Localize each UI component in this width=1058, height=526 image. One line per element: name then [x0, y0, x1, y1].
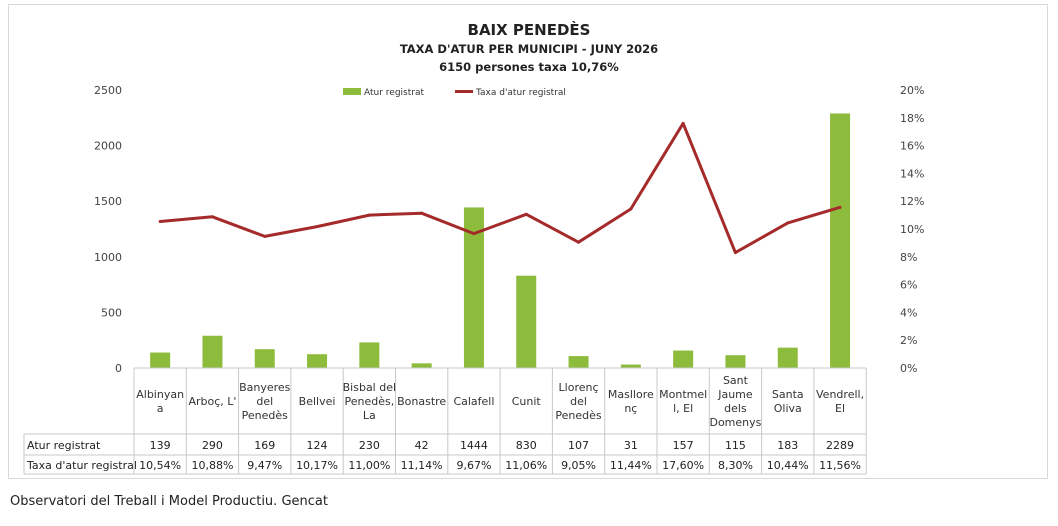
- category-label-7: Cunit: [512, 395, 542, 408]
- chart-frame: [8, 4, 1048, 479]
- y-right-tick-label: 8%: [900, 251, 917, 264]
- bar-atur-11: [725, 355, 746, 368]
- category-label-12: Santa Oliva: [772, 388, 804, 415]
- table-row-header-atur: Atur registrat: [27, 439, 101, 452]
- category-label-1: Arboç, L': [188, 395, 236, 408]
- category-label-6: Calafell: [453, 395, 494, 408]
- chart-svg: BAIX PENEDÈS TAXA D'ATUR PER MUNICIPI - J…: [23, 20, 924, 475]
- point-taxa-0: [158, 219, 162, 223]
- point-taxa-6: [472, 232, 476, 236]
- data-label-taxa-6: 9,67%: [456, 459, 491, 472]
- point-taxa-7: [524, 212, 528, 216]
- data-label-taxa-1: 10,88%: [191, 459, 233, 472]
- data-label-taxa-5: 11,14%: [401, 459, 443, 472]
- bar-atur-9: [620, 364, 641, 368]
- point-taxa-11: [733, 251, 737, 255]
- point-taxa-2: [263, 234, 267, 238]
- y-left-tick-label: 500: [101, 306, 122, 319]
- data-label-taxa-4: 11,00%: [348, 459, 390, 472]
- category-label-0: Albinyan a: [136, 388, 184, 415]
- y-right-tick-label: 12%: [900, 195, 924, 208]
- bar-atur-8: [568, 356, 589, 368]
- legend-label-atur: Atur registrat: [364, 88, 424, 98]
- y-right-tick-label: 4%: [900, 306, 917, 319]
- data-label-taxa-7: 11,06%: [505, 459, 547, 472]
- legend-swatch-atur: [343, 88, 361, 95]
- chart-subtitle-2: 6150 persones taxa 10,76%: [439, 60, 619, 74]
- chart-title: BAIX PENEDÈS: [468, 20, 591, 39]
- point-taxa-5: [420, 211, 424, 215]
- y-right-tick-label: 10%: [900, 223, 924, 236]
- y-right-tick-label: 20%: [900, 84, 924, 97]
- data-label-atur-7: 830: [516, 439, 537, 452]
- bar-atur-13: [830, 113, 851, 369]
- data-label-taxa-12: 10,44%: [767, 459, 809, 472]
- bar-atur-5: [411, 363, 432, 368]
- category-label-3: Bellvei: [299, 395, 336, 408]
- category-label-5: Bonastre: [397, 395, 446, 408]
- y-left-tick-label: 2000: [94, 140, 122, 153]
- y-right-tick-label: 18%: [900, 112, 924, 125]
- y-right-tick-label: 14%: [900, 167, 924, 180]
- data-label-taxa-10: 17,60%: [662, 459, 704, 472]
- y-left-tick-label: 0: [115, 362, 122, 375]
- category-label-13: Vendrell, El: [816, 388, 864, 415]
- data-label-atur-8: 107: [568, 439, 589, 452]
- point-taxa-4: [367, 213, 371, 217]
- point-taxa-1: [210, 215, 214, 219]
- bar-atur-2: [254, 349, 275, 368]
- data-label-atur-1: 290: [202, 439, 223, 452]
- y-right-tick-label: 2%: [900, 334, 917, 347]
- data-label-atur-2: 169: [254, 439, 275, 452]
- y-right-tick-label: 16%: [900, 140, 924, 153]
- bar-atur-1: [202, 335, 223, 368]
- data-label-atur-11: 115: [725, 439, 746, 452]
- bar-atur-10: [673, 350, 694, 368]
- point-taxa-12: [786, 221, 790, 225]
- bar-atur-4: [359, 342, 380, 368]
- bar-atur-6: [463, 207, 484, 368]
- y-left-tick-label: 1000: [94, 251, 122, 264]
- data-label-atur-9: 31: [624, 439, 638, 452]
- category-label-9: Masllore nç: [608, 388, 654, 415]
- chart-subtitle: TAXA D'ATUR PER MUNICIPI - JUNY 2026: [400, 42, 658, 56]
- y-right-tick-label: 0%: [900, 362, 917, 375]
- source-footer: Observatori del Treball i Model Producti…: [10, 494, 328, 509]
- data-label-taxa-11: 8,30%: [718, 459, 753, 472]
- legend-label-taxa: Taxa d'atur registral: [475, 88, 566, 98]
- point-taxa-10: [681, 121, 685, 125]
- data-label-atur-12: 183: [777, 439, 798, 452]
- category-label-8: Llorenç del Penedès: [555, 381, 601, 422]
- y-right-tick-label: 6%: [900, 279, 917, 292]
- data-label-taxa-8: 9,05%: [561, 459, 596, 472]
- point-taxa-9: [629, 207, 633, 211]
- category-label-11: Sant Jaume dels Domenys: [709, 374, 761, 429]
- point-taxa-3: [315, 225, 319, 229]
- y-left-tick-label: 1500: [94, 195, 122, 208]
- data-label-taxa-9: 11,44%: [610, 459, 652, 472]
- data-label-atur-10: 157: [673, 439, 694, 452]
- data-label-taxa-0: 10,54%: [139, 459, 181, 472]
- data-label-atur-0: 139: [150, 439, 171, 452]
- y-left-tick-label: 2500: [94, 84, 122, 97]
- category-label-4: Bisbal del Penedès, La: [343, 381, 396, 422]
- data-label-atur-13: 2289: [826, 439, 854, 452]
- line-taxa: [160, 121, 841, 255]
- data-label-taxa-2: 9,47%: [247, 459, 282, 472]
- data-label-atur-3: 124: [307, 439, 328, 452]
- data-label-taxa-13: 11,56%: [819, 459, 861, 472]
- table-row-header-taxa: Taxa d'atur registral: [26, 459, 137, 472]
- data-label-taxa-3: 10,17%: [296, 459, 338, 472]
- category-label-2: Banyeres del Penedès: [239, 381, 291, 422]
- bar-atur-7: [516, 275, 537, 368]
- bar-atur-12: [777, 347, 798, 368]
- data-label-atur-5: 42: [415, 439, 429, 452]
- bar-atur-3: [307, 354, 328, 368]
- point-taxa-13: [838, 205, 842, 209]
- data-label-atur-4: 230: [359, 439, 380, 452]
- data-label-atur-6: 1444: [460, 439, 488, 452]
- category-label-10: Montmel l, El: [659, 388, 707, 415]
- bar-atur-0: [150, 352, 171, 368]
- point-taxa-8: [577, 240, 581, 244]
